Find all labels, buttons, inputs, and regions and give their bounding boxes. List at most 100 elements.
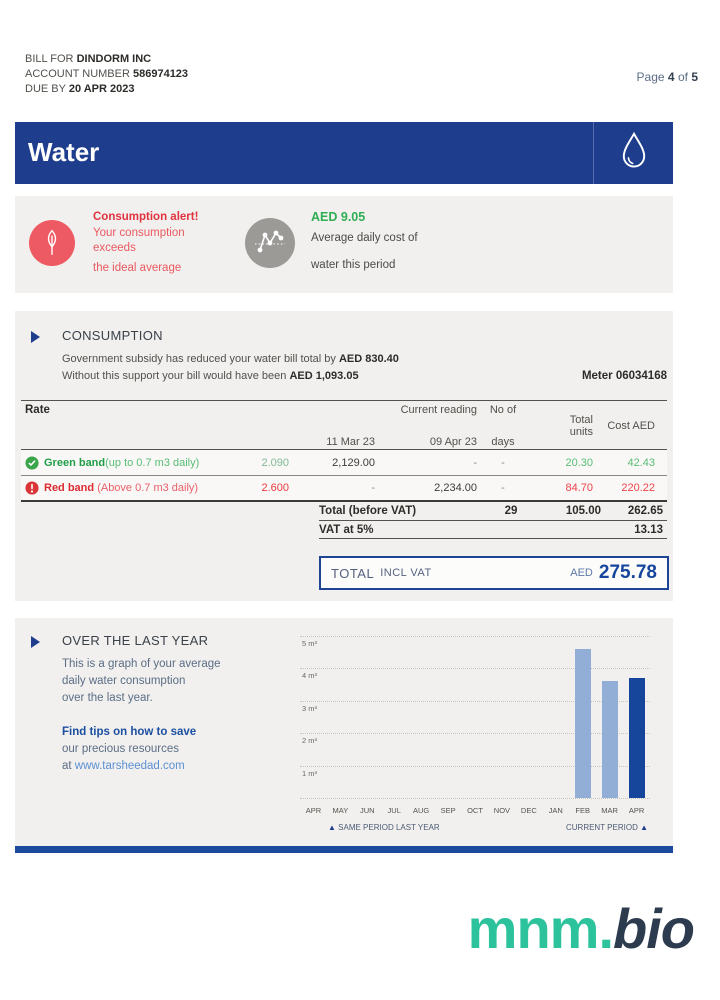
- gridline: [300, 798, 650, 799]
- alert-line: exceeds: [93, 242, 136, 254]
- x-axis-label: APR: [628, 806, 645, 815]
- y-axis-label: 5 m³: [302, 639, 317, 648]
- red-band-row: Red band (Above 0.7 m3 daily) 2.600 - 2,…: [21, 476, 667, 502]
- x-axis-label: MAY: [332, 806, 349, 815]
- gridline: [300, 636, 650, 637]
- consumption-section: CONSUMPTION Government subsidy has reduc…: [15, 311, 673, 601]
- daily-cost-value: AED 9.05: [311, 210, 366, 224]
- vat-amount: 13.13: [634, 523, 663, 536]
- subsidy-line-1: Government subsidy has reduced your wate…: [62, 353, 399, 365]
- total-box-label: TOTAL: [331, 565, 375, 581]
- total-incl-vat-amount: 275.78: [598, 562, 657, 583]
- legend-current-period: CURRENT PERIOD ▲: [565, 823, 648, 832]
- total-before-vat: 262.65: [627, 505, 663, 517]
- x-axis-label: FEB: [575, 806, 590, 815]
- chart-bar-mar: [601, 681, 618, 798]
- daily-cost-text: AED 9.05 Average daily cost of water thi…: [311, 210, 418, 273]
- section-marker-icon: [31, 636, 40, 648]
- meter-number: Meter 06034168: [581, 370, 667, 382]
- consumption-table: Rate 11 Mar 23 Current reading 09 Apr 23 …: [21, 400, 667, 539]
- green-band-name: Green band: [44, 456, 106, 469]
- x-axis-label: OCT: [467, 806, 483, 815]
- x-axis-label: NOV: [493, 806, 511, 815]
- section-bottom-rule: [15, 846, 673, 853]
- table-header: Rate 11 Mar 23 Current reading 09 Apr 23 …: [21, 400, 667, 450]
- chart-plot: 5 m³ 4 m³ 3 m³ 2 m³ 1 m³: [300, 636, 650, 800]
- subsidy-amount: AED 830.40: [338, 353, 399, 365]
- total-before-vat-row: Total (before VAT) 29 105.00 262.65: [319, 502, 667, 521]
- chart-bar-feb: [574, 648, 591, 798]
- red-band-name: Red band: [44, 482, 95, 494]
- green-rate: 2.090: [261, 456, 289, 469]
- account-number: 586974123: [132, 68, 189, 80]
- chart-months: APR MAY JUN JUL AUG SEP OCT NOV DEC JAN FEB MAR APR: [300, 806, 650, 815]
- bill-header: BILL FOR DINDORM INC ACCOUNT NUMBER 5869…: [25, 52, 188, 97]
- gridline: [300, 733, 650, 735]
- x-axis-label: MAR: [601, 806, 618, 815]
- daily-cost-line: Average daily cost of: [311, 232, 418, 244]
- x-axis-label: SEP: [440, 806, 456, 815]
- over-last-year-section: OVER THE LAST YEAR This is a graph of yo…: [15, 618, 673, 846]
- col-current-reading: Current reading 09 Apr 23: [400, 404, 477, 448]
- mnm-bio-logo: mnm.bio: [467, 897, 695, 960]
- legend-last-year: ▲ SAME PERIOD LAST YEAR: [328, 823, 440, 832]
- alert-line: Your consumption: [93, 227, 185, 239]
- triangle-up-icon: ▲: [640, 823, 648, 832]
- x-axis-label: DEC: [520, 806, 537, 815]
- over-last-year-heading: OVER THE LAST YEAR: [62, 633, 209, 648]
- x-axis-label: JAN: [548, 806, 563, 815]
- gridline: [300, 765, 650, 767]
- gridline: [300, 668, 650, 670]
- triangle-up-icon: ▲: [328, 823, 336, 832]
- consumption-heading: CONSUMPTION: [62, 328, 163, 343]
- exclamation-circle-icon: [25, 481, 39, 495]
- col-prev-reading: 11 Mar 23: [326, 436, 375, 448]
- chart-legend: ▲ SAME PERIOD LAST YEAR CURRENT PERIOD ▲: [300, 823, 650, 832]
- y-axis-label: 3 m³: [302, 703, 317, 713]
- total-incl-vat-box: TOTAL INCL VAT AED 275.78: [319, 556, 669, 590]
- alert-line: the ideal average: [93, 262, 182, 274]
- green-band-row: Green band(up to 0.7 m3 daily) 2.090 2,1…: [21, 450, 667, 476]
- chart-bar-apr: [628, 678, 645, 798]
- x-axis-label: AUG: [413, 806, 430, 815]
- total-days: 29: [504, 505, 518, 517]
- subsidy-line-2: Without this support your bill would hav…: [62, 370, 359, 382]
- customer-name: DINDORM INC: [76, 53, 152, 65]
- alert-title: Consumption alert!: [93, 211, 199, 223]
- y-axis-label: 4 m³: [302, 671, 317, 681]
- consumption-chart: 5 m³ 4 m³ 3 m³ 2 m³ 1 m³ APR MAY JUN JUL AUG SEP O…: [300, 618, 652, 846]
- page-indicator: Page 4 of 5: [636, 70, 698, 84]
- col-rate: Rate: [25, 404, 50, 416]
- alert-text: Consumption alert! Your consumption exce…: [93, 210, 198, 276]
- col-total-units: Total units: [569, 414, 593, 438]
- water-drop-icon: [593, 122, 673, 184]
- section-marker-icon: [31, 331, 40, 343]
- page-total: 5: [691, 70, 698, 84]
- x-axis-label: JUN: [360, 806, 375, 815]
- due-by-line: DUE BY 20 APR 2023: [25, 83, 135, 95]
- chart-line-icon: [245, 218, 295, 268]
- bill-for-line: BILL FOR DINDORM INC: [25, 53, 152, 65]
- x-axis-label: JUL: [387, 806, 401, 815]
- daily-cost-line: water this period: [311, 259, 396, 271]
- unsubsidised-amount: AED 1,093.05: [289, 370, 359, 382]
- total-units: 105.00: [565, 505, 601, 517]
- vat-row: VAT at 5% 13.13: [319, 521, 667, 539]
- red-rate: 2.600: [261, 482, 289, 494]
- tips-paragraph: Find tips on how to save our precious re…: [62, 726, 197, 772]
- chart-description: This is a graph of your average daily wa…: [62, 658, 221, 704]
- consumption-alert-section: Consumption alert! Your consumption exce…: [15, 196, 673, 293]
- banner-title: Water: [28, 137, 100, 167]
- col-days: No of days: [489, 404, 517, 448]
- water-banner: Water: [15, 122, 673, 184]
- col-cost: Cost AED: [607, 420, 655, 432]
- gridline: [300, 700, 650, 702]
- leaf-icon: [29, 220, 75, 266]
- page-number: 4: [667, 70, 675, 84]
- x-axis-label: APR: [305, 806, 322, 815]
- check-circle-icon: [25, 455, 39, 470]
- y-axis-label: 1 m³: [302, 768, 317, 778]
- tips-title: Find tips on how to save: [62, 726, 197, 738]
- tarsheedad-link[interactable]: www.tarsheedad.com: [74, 760, 185, 772]
